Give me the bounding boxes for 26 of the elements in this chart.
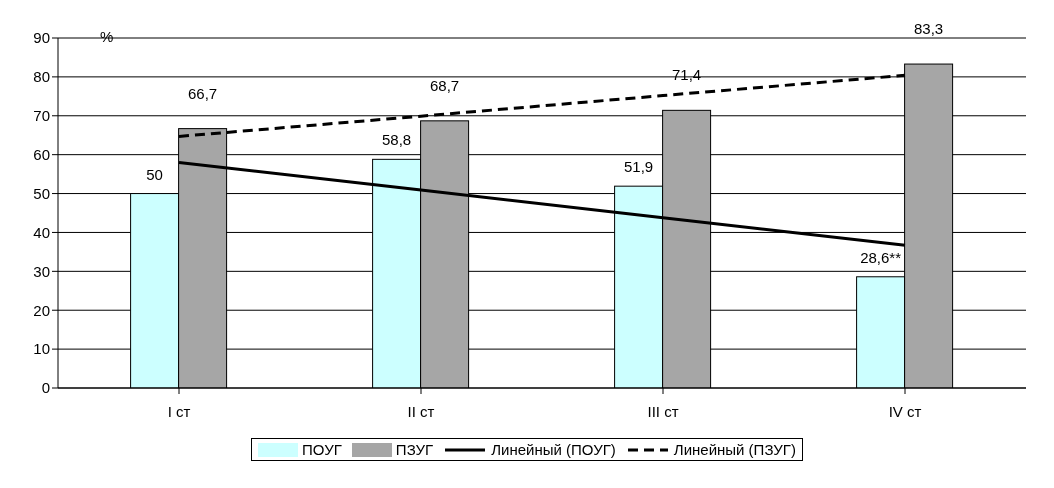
legend-label: Линейный (ПОУГ) (490, 441, 616, 458)
x-tick-label: I ст (167, 402, 191, 420)
x-tick-label: IV ст (888, 402, 922, 420)
data-label: 58,8 (382, 131, 412, 149)
y-tick-label: 0 (41, 379, 50, 397)
y-tick-label: 40 (33, 223, 50, 241)
y-tick-label: 20 (33, 301, 50, 319)
legend-label: ПЗУГ (394, 441, 434, 458)
y-tick-label: 90 (33, 29, 50, 47)
y-tick-label: 10 (33, 340, 50, 358)
x-tick-label: III ст (647, 402, 679, 420)
data-label: 83,3 (914, 20, 944, 38)
data-label: 28,6** (860, 248, 902, 266)
y-tick-label: 30 (33, 262, 50, 280)
annotation: % (100, 28, 114, 45)
y-tick-label: 70 (33, 107, 50, 125)
data-label: 50 (146, 165, 163, 183)
y-tick-label: 80 (33, 68, 50, 86)
legend-label: Линейный (ПЗУГ) (672, 441, 796, 458)
x-tick-label: II ст (407, 402, 435, 420)
data-label: 68,7 (430, 76, 460, 94)
data-label: 66,7 (188, 84, 218, 102)
legend-label: ПОУГ (301, 441, 342, 458)
data-label: 51,9 (624, 158, 654, 176)
y-tick-label: 50 (33, 184, 50, 202)
y-tick-label: 60 (33, 145, 50, 163)
